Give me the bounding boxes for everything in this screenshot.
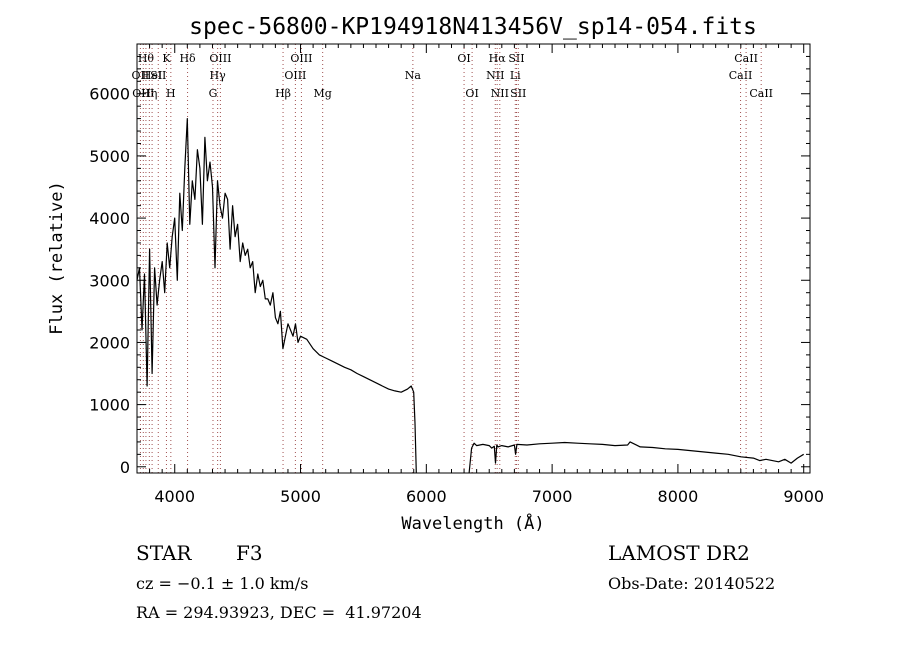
x-tick-label: 8000 bbox=[658, 487, 699, 506]
line-marker-label-0: OII bbox=[132, 69, 150, 82]
line-marker-label-25: CaII bbox=[729, 69, 753, 82]
line-marker-label-12: Hβ bbox=[275, 87, 291, 100]
survey-label: LAMOST DR2 bbox=[608, 541, 750, 565]
y-tick-label: 4000 bbox=[89, 209, 130, 228]
y-tick-label: 2000 bbox=[89, 333, 130, 352]
line-marker-label-9: G bbox=[209, 87, 218, 100]
spectrum-series-0 bbox=[136, 117, 417, 474]
y-tick-label: 1000 bbox=[89, 396, 130, 415]
observation-date: Obs-Date: 20140522 bbox=[608, 574, 776, 593]
y-tick-label: 3000 bbox=[89, 271, 130, 290]
line-marker-label-24: SII bbox=[510, 87, 526, 100]
spectrum-series-1 bbox=[468, 441, 805, 474]
x-tick-label: 9000 bbox=[783, 487, 824, 506]
line-marker-label-22: Li bbox=[510, 69, 521, 82]
line-marker-label-27: CaII bbox=[749, 87, 773, 100]
line-marker-label-7: H bbox=[166, 87, 176, 100]
line-marker-label-18: OI bbox=[465, 87, 478, 100]
line-marker-label-20: Hα bbox=[489, 52, 507, 65]
line-marker-label-4: HeI bbox=[142, 69, 162, 82]
line-marker-label-19: NII bbox=[486, 69, 504, 82]
x-tick-label: 4000 bbox=[154, 487, 195, 506]
y-axis-label: Flux (relative) bbox=[47, 181, 67, 335]
plot-frame bbox=[136, 43, 811, 474]
redshift-readout: cz = −0.1 ± 1.0 km/s bbox=[136, 574, 309, 593]
y-tick-label: 5000 bbox=[89, 147, 130, 166]
chart-title: spec-56800-KP194918N413456V_sp14-054.fit… bbox=[189, 14, 757, 40]
line-marker-label-11: OIII bbox=[209, 52, 231, 65]
line-marker-label-2: Hθ bbox=[138, 52, 155, 65]
line-marker-label-16: Na bbox=[405, 69, 422, 82]
line-marker-label-5: SII bbox=[150, 69, 166, 82]
x-axis-label: Wavelength (Å) bbox=[401, 512, 544, 534]
line-marker-label-17: OI bbox=[457, 52, 470, 65]
line-marker-label-10: Hγ bbox=[210, 69, 227, 82]
x-tick-label: 6000 bbox=[406, 487, 447, 506]
line-marker-label-23: SII bbox=[508, 52, 524, 65]
line-marker-label-15: Mg bbox=[314, 87, 332, 100]
line-marker-label-26: CaII bbox=[734, 52, 758, 65]
object-subclass: F3 bbox=[236, 541, 263, 565]
y-tick-label: 0 bbox=[120, 458, 130, 477]
line-marker-label-14: OIII bbox=[290, 52, 312, 65]
line-marker-label-8: Hδ bbox=[179, 52, 196, 65]
x-tick-label: 5000 bbox=[280, 487, 321, 506]
line-marker-label-3: Hη bbox=[141, 87, 157, 100]
spectrum-chart: spec-56800-KP194918N413456V_sp14-054.fit… bbox=[47, 14, 824, 534]
object-class: STAR bbox=[136, 541, 192, 565]
y-tick-label: 6000 bbox=[89, 85, 130, 104]
sky-coordinates: RA = 294.93923, DEC = 41.97204 bbox=[136, 603, 422, 622]
line-marker-label-13: OIII bbox=[284, 69, 306, 82]
x-tick-label: 7000 bbox=[532, 487, 573, 506]
line-marker-label-21: NII bbox=[491, 87, 509, 100]
line-marker-label-6: K bbox=[162, 52, 171, 65]
